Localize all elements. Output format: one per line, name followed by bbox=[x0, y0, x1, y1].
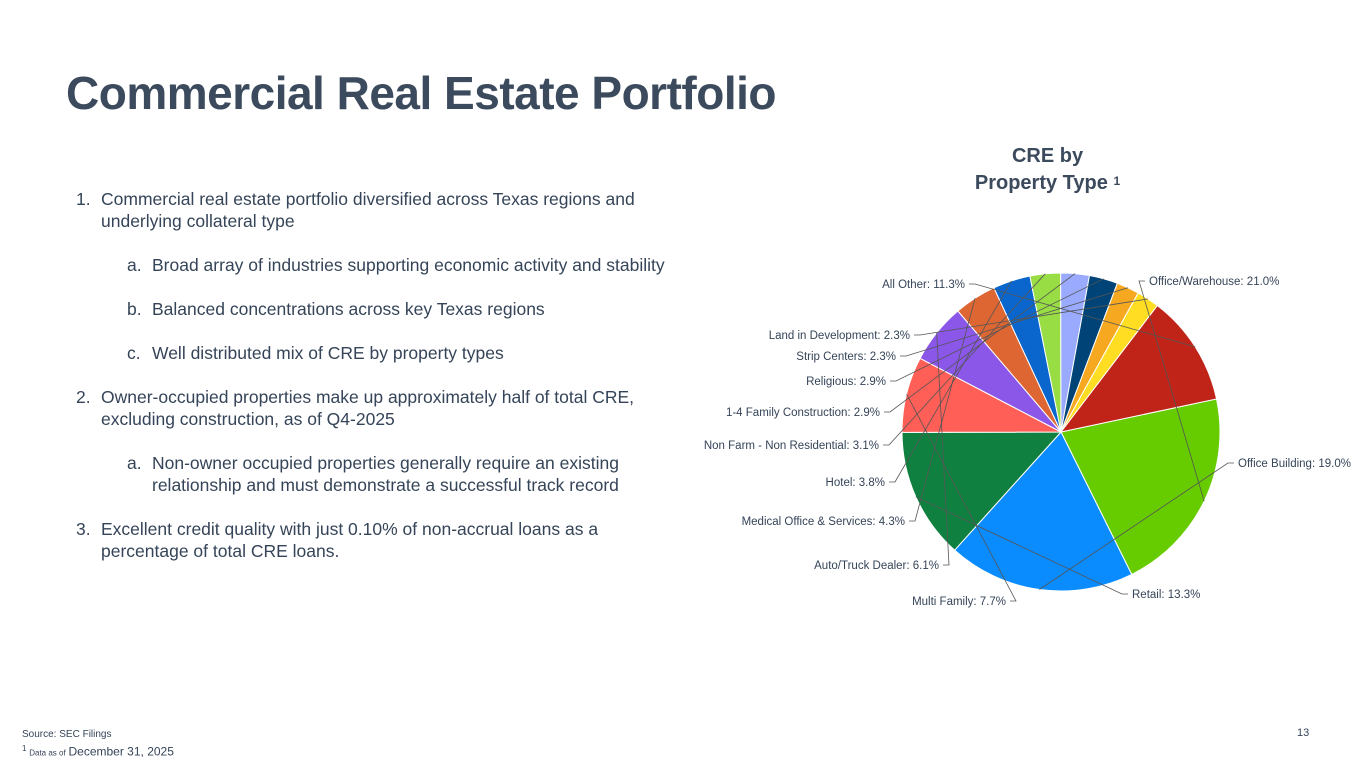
pie-label: Land in Development: 2.3% bbox=[769, 330, 910, 342]
pie-label: All Other: 11.3% bbox=[882, 279, 965, 291]
pie-label: Office/Warehouse: 21.0% bbox=[1149, 276, 1279, 288]
pie-label: 1-4 Family Construction: 2.9% bbox=[726, 407, 880, 419]
pie-label: Office Building: 19.0% bbox=[1238, 458, 1351, 470]
pie-label: Medical Office & Services: 4.3% bbox=[742, 516, 905, 528]
leader-line bbox=[889, 280, 1012, 483]
bullet-item: 3. Excellent credit quality with just 0.1… bbox=[76, 518, 676, 562]
leader-line bbox=[915, 496, 1128, 595]
chart-title-line2: Property Type bbox=[974, 172, 1108, 194]
pie-label: Auto/Truck Dealer: 6.1% bbox=[814, 560, 939, 572]
sub-bullet-item: a. Non-owner occupied properties generall… bbox=[76, 452, 676, 496]
leader-line bbox=[1138, 280, 1205, 502]
leader-line bbox=[936, 332, 950, 566]
bullet-text: Non-owner occupied properties generally … bbox=[152, 453, 619, 495]
bullet-marker: 2. bbox=[76, 387, 91, 407]
pie-leader-lines bbox=[883, 273, 1234, 602]
bullet-text: Balanced concentrations across key Texas… bbox=[152, 299, 545, 319]
bullet-marker: b. bbox=[127, 299, 142, 319]
leader-line bbox=[914, 298, 1149, 336]
leader-line bbox=[906, 394, 1017, 602]
bullet-text: Broad array of industries supporting eco… bbox=[152, 255, 665, 275]
bullet-marker: a. bbox=[127, 255, 142, 275]
bullet-text: Excellent credit quality with just 0.10%… bbox=[101, 519, 599, 561]
pie-label: Non Farm - Non Residential: 3.1% bbox=[704, 440, 879, 452]
leader-line bbox=[969, 283, 1196, 348]
leader-line bbox=[900, 287, 1129, 357]
chart-title-line1: CRE by bbox=[1011, 145, 1084, 167]
date-note-marker: 1 bbox=[22, 744, 27, 753]
pie-label: Religious: 2.9% bbox=[806, 376, 886, 388]
bullet-text: Commercial real estate portfolio diversi… bbox=[101, 189, 635, 231]
pie-labels: Office/Warehouse: 21.0% Office Building: … bbox=[704, 276, 1351, 608]
date-note-date: December 31, 2025 bbox=[68, 744, 174, 759]
leader-line bbox=[1039, 462, 1234, 590]
pie-label: Multi Family: 7.7% bbox=[912, 596, 1006, 608]
bullet-marker: 3. bbox=[76, 519, 91, 539]
pie-label: Hotel: 3.8% bbox=[826, 477, 885, 489]
bullet-text: Owner-occupied properties make up approx… bbox=[101, 387, 635, 429]
bullet-text: Well distributed mix of CRE by property … bbox=[152, 343, 504, 363]
pie-chart: Office/Warehouse: 21.0% Office Building: … bbox=[704, 272, 1351, 608]
pie-slices bbox=[901, 272, 1221, 592]
sub-bullet-item: c. Well distributed mix of CRE by propert… bbox=[76, 342, 676, 364]
page-number: 13 bbox=[1297, 727, 1310, 739]
bullet-marker: c. bbox=[127, 343, 141, 363]
footnotes: Source: SEC Filings 1 Data as of Decembe… bbox=[22, 728, 174, 760]
leader-line bbox=[883, 273, 1046, 446]
leader-line bbox=[884, 273, 1076, 413]
source-note: Source: SEC Filings bbox=[22, 729, 112, 740]
sub-bullet-item: a. Broad array of industries supporting e… bbox=[76, 254, 676, 276]
pie-label: Retail: 13.3% bbox=[1132, 589, 1200, 601]
chart-title: CRE by Property Type 1 bbox=[940, 143, 1155, 197]
leader-line bbox=[890, 278, 1104, 382]
date-note: 1 Data as of December 31, 2025 bbox=[22, 742, 174, 760]
sub-bullet-item: b. Balanced concentrations across key Tex… bbox=[76, 298, 676, 320]
bullet-marker: 1. bbox=[76, 189, 91, 209]
date-note-prefix: Data as of bbox=[29, 748, 66, 758]
bullet-marker: a. bbox=[127, 453, 142, 473]
chart-title-footnote-marker: 1 bbox=[1113, 174, 1121, 188]
slide-title: Commercial Real Estate Portfolio bbox=[66, 67, 776, 119]
bullet-item: 2. Owner-occupied properties make up appr… bbox=[76, 386, 676, 430]
pie-label: Strip Centers: 2.3% bbox=[796, 351, 896, 363]
bullet-item: 1. Commercial real estate portfolio diver… bbox=[76, 188, 676, 232]
bullet-list: 1. Commercial real estate portfolio diver… bbox=[76, 188, 676, 584]
